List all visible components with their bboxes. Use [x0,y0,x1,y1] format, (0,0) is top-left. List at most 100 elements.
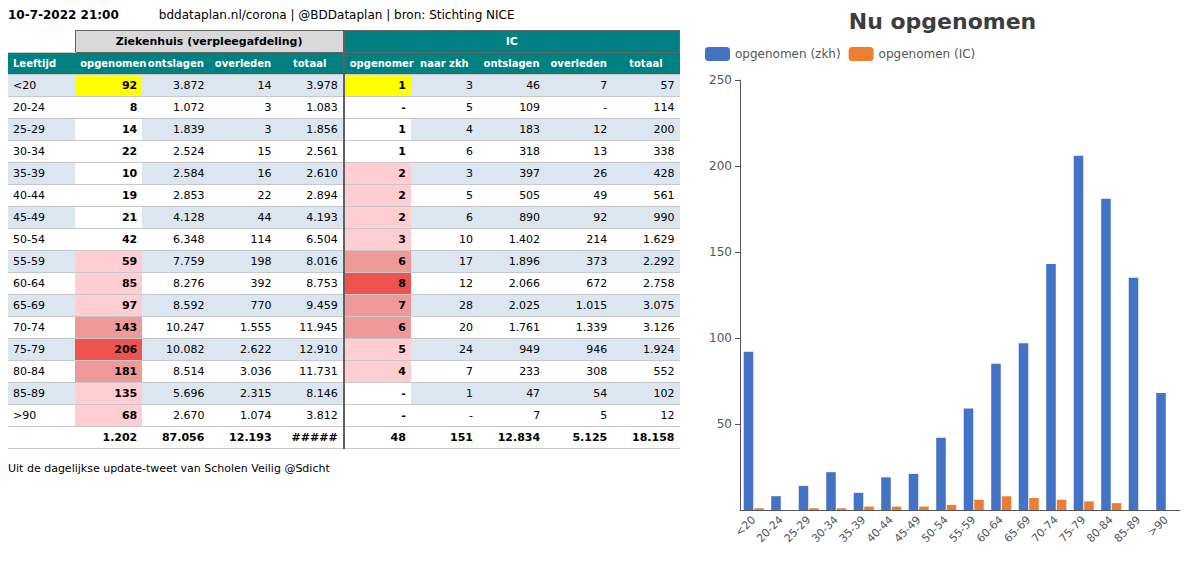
html-text:6.348: 6.348 [172,233,205,246]
html-text:16: 16 [257,167,272,180]
html-text:8.016: 8.016 [306,255,338,268]
svg-text:40-44: 40-44 [864,513,896,545]
html-text:40-44: 40-44 [13,189,45,202]
svg-text:<20: <20 [732,513,759,539]
html-text:21: 21 [122,211,138,224]
html-text:114: 114 [653,101,675,114]
svg-text:100: 100 [709,331,732,345]
svg-text:50-54: 50-54 [919,513,951,545]
html-text:55-59: 55-59 [13,255,45,268]
html-text:890: 890 [519,211,541,224]
html-text:45-49: 45-49 [13,211,45,224]
html-text:373: 373 [586,255,608,268]
html-text:IC: IC [505,35,518,48]
html-text:1.402: 1.402 [508,233,541,246]
html-text:1.629: 1.629 [643,233,675,246]
html-text:15: 15 [257,145,272,158]
html-text:20-24: 20-24 [13,101,45,114]
html-text:14: 14 [257,79,272,92]
html-text:990: 990 [653,211,675,224]
html-text:17: 17 [459,255,473,268]
html-text:505: 505 [519,189,541,202]
svg-text:>90: >90 [1145,513,1171,539]
html-text:2.853: 2.853 [172,189,205,202]
html-text:6.504: 6.504 [306,233,338,246]
svg-text:75-79: 75-79 [1057,513,1089,545]
html-text:4.128: 4.128 [172,211,205,224]
svg-text:45-49: 45-49 [892,513,924,545]
svg-text:200: 200 [709,159,732,173]
html-text:10: 10 [122,167,138,180]
svg-text:30-34: 30-34 [809,513,841,545]
svg-text:50: 50 [717,417,732,431]
html-text:8.276: 8.276 [172,277,205,290]
html-text:92: 92 [122,79,138,92]
svg-text:85-89: 85-89 [1112,513,1144,545]
html-text:92: 92 [593,211,608,224]
html-text:12: 12 [593,123,608,136]
html-text:114: 114 [250,233,272,246]
html-text:2.894: 2.894 [306,189,338,202]
html-text:561: 561 [653,189,675,202]
html-text:<20: <20 [13,79,37,92]
html-text:2.584: 2.584 [172,167,205,180]
html-text:22: 22 [122,145,138,158]
svg-text:Nu opgenomen: Nu opgenomen [849,9,1037,34]
svg-text:250: 250 [709,73,732,87]
html-text:60-64: 60-64 [13,277,45,290]
html-text:338: 338 [653,145,675,158]
html-text:Ziekenhuis (verpleegafdeling): Ziekenhuis (verpleegafdeling) [115,35,303,48]
html-text:200: 200 [653,123,675,136]
html-text:35-39: 35-39 [13,167,45,180]
html-text:183: 183 [519,123,541,136]
html-text:2.524: 2.524 [172,145,205,158]
html-text:30-34: 30-34 [13,145,45,158]
html-text:46: 46 [526,79,541,92]
html-text:22: 22 [257,189,272,202]
svg-text:opgenomen (zkh): opgenomen (zkh) [735,47,841,61]
svg-text:70-74: 70-74 [1029,513,1061,545]
svg-text:55-59: 55-59 [947,513,979,545]
svg-text:65-69: 65-69 [1002,513,1034,545]
html-text:26: 26 [593,167,608,180]
html-text:2.292: 2.292 [643,255,675,268]
html-text:42: 42 [122,233,138,246]
svg-text:60-64: 60-64 [974,513,1006,545]
html-text:109: 109 [519,101,541,114]
html-text:13: 13 [593,145,608,158]
html-text:57: 57 [660,79,675,92]
svg-text:35-39: 35-39 [837,513,869,545]
html-text:3.978: 3.978 [306,79,338,92]
html-text:50-54: 50-54 [13,233,45,246]
html-text:10-7-2022 21:00: 10-7-2022 21:00 [8,8,119,22]
svg-text:opgenomen (IC): opgenomen (IC) [879,47,976,61]
html-text:59: 59 [122,255,138,268]
svg-text:150: 150 [709,245,732,259]
html-text:1.896: 1.896 [508,255,541,268]
html-text:4.193: 4.193 [306,211,338,224]
html-text:10: 10 [459,233,473,246]
html-text:198: 198 [250,255,272,268]
html-text:bddataplan.nl/corona | @BDData: bddataplan.nl/corona | @BDDataplan | bro… [158,8,515,22]
html-text:318: 318 [519,145,541,158]
html-text:44: 44 [257,211,272,224]
svg-text:80-84: 80-84 [1084,513,1116,545]
svg-text:20-24: 20-24 [754,513,786,545]
html-text:49: 49 [593,189,608,202]
html-text:397: 397 [519,167,541,180]
html-text:2.610: 2.610 [306,167,338,180]
svg-text:25-29: 25-29 [782,513,814,545]
html-text:25-29: 25-29 [13,123,45,136]
html-text:2.561: 2.561 [306,145,338,158]
html-text:7.759: 7.759 [172,255,205,268]
html-text:1.839: 1.839 [172,123,205,136]
html-text:1.856: 1.856 [306,123,338,136]
html-text:3.872: 3.872 [172,79,205,92]
html-text:214: 214 [586,233,608,246]
html-text:1.083: 1.083 [306,101,338,114]
html-text:14: 14 [122,123,138,136]
html-text:85: 85 [122,277,138,290]
html-text:428: 428 [653,167,675,180]
html-text:1.072: 1.072 [172,101,205,114]
html-text:19: 19 [122,189,138,202]
